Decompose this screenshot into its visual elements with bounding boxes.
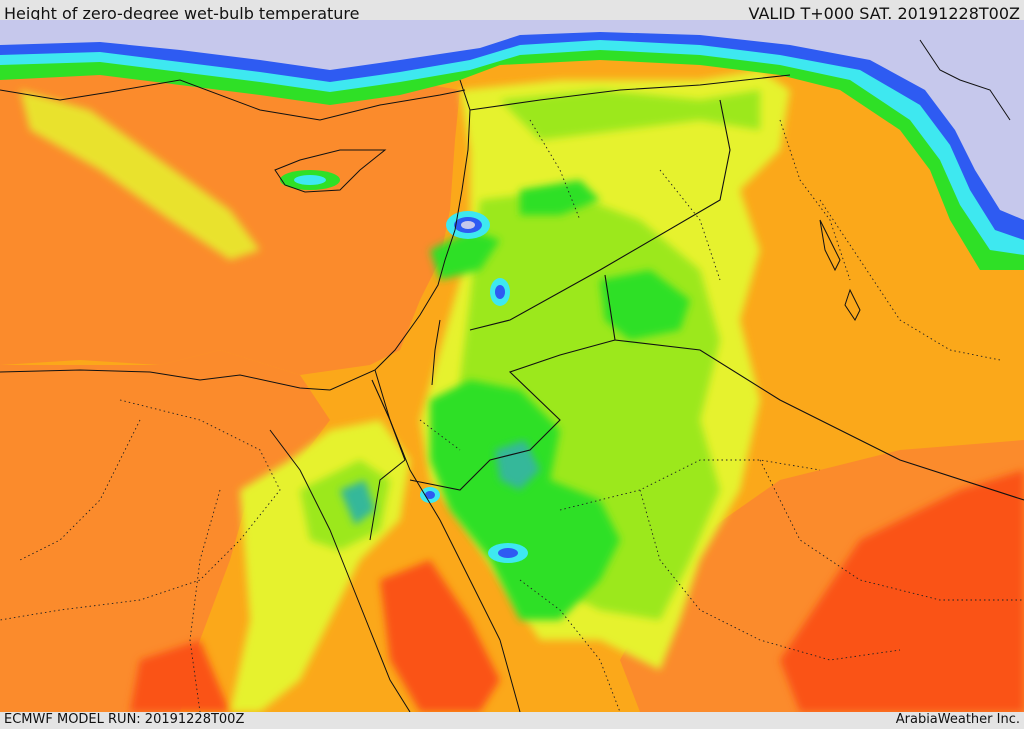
province-borders bbox=[0, 119, 1024, 712]
hejaz-cold-spot bbox=[420, 487, 528, 563]
map-title: Height of zero-degree wet-bulb temperatu… bbox=[4, 4, 360, 23]
model-run: ECMWF MODEL RUN: 20191228T00Z bbox=[4, 712, 245, 727]
weather-map[interactable] bbox=[0, 20, 1024, 712]
teal-zones bbox=[340, 440, 540, 525]
valid-time: VALID T+000 SAT. 20191228T00Z bbox=[748, 4, 1020, 23]
north-lavender-band bbox=[0, 20, 1024, 220]
country-borders bbox=[371, 74, 1024, 501]
credit: ArabiaWeather Inc. bbox=[895, 712, 1020, 727]
cyprus-spot bbox=[280, 170, 340, 190]
north-cyan-band bbox=[0, 20, 1024, 255]
green-zones bbox=[430, 180, 690, 620]
africa-field bbox=[0, 350, 330, 712]
north-green-band bbox=[0, 20, 1024, 270]
yellow-strip-sea bbox=[20, 90, 260, 260]
hot-red-zones bbox=[130, 470, 1024, 712]
